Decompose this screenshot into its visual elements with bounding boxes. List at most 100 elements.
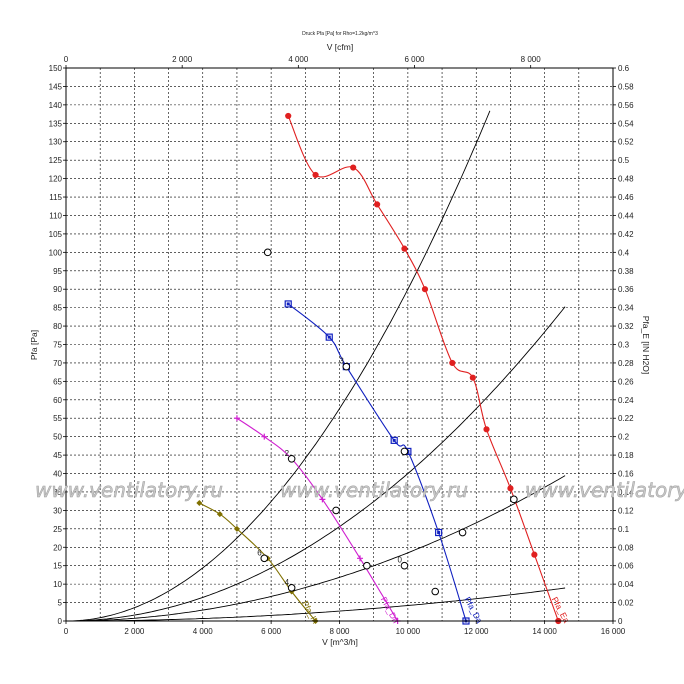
watermark-text: www.ventilatory.ru — [35, 478, 223, 502]
axes: 0510152025303540455055606570758085909510… — [49, 55, 634, 636]
y-tick-label: 5 — [58, 599, 63, 608]
data-point-marker — [261, 433, 268, 440]
y2-tick-label: 0.36 — [618, 285, 634, 294]
y2-tick-label: 0.24 — [618, 396, 634, 405]
y-tick-label: 120 — [49, 175, 63, 184]
x-tick-label: 12 000 — [464, 627, 489, 636]
x-tick-label: 14 000 — [532, 627, 557, 636]
system-curve — [66, 110, 491, 622]
data-point-marker — [325, 333, 333, 341]
operating-point — [458, 528, 467, 537]
data-point-marker — [390, 436, 398, 444]
operating-point — [431, 587, 440, 596]
series-line-Pfa_Ih — [199, 502, 317, 622]
watermark: www.ventilatory.ru www.ventilatory.ru www.… — [35, 478, 684, 503]
y2-tick-label: 0.52 — [618, 138, 634, 147]
operating-point — [332, 506, 340, 515]
y-tick-label: 40 — [53, 470, 62, 479]
data-point-marker-inner — [286, 302, 290, 306]
y2-tick-label: 0.38 — [618, 267, 634, 276]
operating-point — [263, 248, 272, 257]
x2-tick-label: 4 000 — [288, 55, 309, 64]
data-point-marker — [435, 528, 443, 537]
x-tick-label: 4 000 — [193, 627, 214, 636]
y2-tick-label: 0.16 — [618, 470, 634, 479]
series-line-Pfa_Da — [287, 303, 467, 622]
y2-tick-label: 0.46 — [618, 193, 634, 202]
y2-tick-label: 0.04 — [618, 580, 634, 589]
y2-tick-label: 0.18 — [618, 451, 634, 460]
data-point-marker — [312, 171, 319, 179]
y-tick-label: 10 — [53, 580, 62, 589]
data-point-marker — [319, 496, 326, 503]
data-point-marker — [507, 485, 514, 492]
data-point-marker — [531, 551, 538, 558]
y-tick-label: 25 — [53, 525, 62, 534]
y2-tick-label: 0.56 — [618, 101, 634, 110]
operating-point-label: 4 — [285, 578, 290, 587]
data-point-marker — [449, 359, 456, 367]
y-tick-label: 60 — [53, 396, 62, 405]
y2-tick-label: 0.48 — [618, 175, 634, 184]
y-tick-label: 75 — [53, 341, 62, 350]
y-tick-label: 90 — [53, 285, 62, 294]
y2-tick-label: 0.22 — [618, 414, 634, 423]
operating-point — [287, 454, 296, 463]
x2-tick-label: 8 000 — [521, 55, 542, 64]
x2-tick-label: 6 000 — [404, 55, 425, 64]
data-point-marker — [350, 164, 357, 171]
y2-tick-label: 0.2 — [618, 433, 630, 442]
y-tick-label: 50 — [53, 433, 62, 442]
watermark-text: www.ventilatory.ru — [525, 478, 684, 502]
data-point-marker — [401, 245, 408, 252]
data-point-marker — [284, 300, 292, 308]
data-point-marker — [216, 511, 223, 518]
x-tick-label: 8 000 — [329, 627, 350, 636]
x-tick-label: 6 000 — [261, 627, 282, 636]
y-tick-label: 105 — [49, 230, 63, 239]
y-tick-label: 70 — [53, 359, 62, 368]
operating-point-label: 0 — [397, 556, 402, 565]
operating-point — [400, 447, 409, 456]
y-tick-label: 140 — [49, 101, 63, 110]
operating-points: 3 2 0 6 4 — [257, 248, 518, 596]
y-tick-label: 110 — [49, 211, 62, 220]
y-tick-label: 0 — [58, 617, 63, 626]
y2-tick-label: 0.08 — [618, 543, 634, 552]
y-tick-label: 135 — [49, 119, 63, 128]
y-tick-label: 115 — [49, 193, 62, 202]
y2-tick-label: 0.12 — [618, 506, 634, 515]
x2-tick-label: 2 000 — [172, 55, 193, 64]
y2-tick-label: 0.5 — [618, 156, 630, 165]
y-tick-label: 100 — [49, 248, 63, 257]
y-tick-label: 20 — [53, 543, 62, 552]
y-tick-label: 15 — [53, 562, 62, 571]
y2-tick-label: 0.3 — [618, 341, 630, 350]
series-line-Pfa_Ea — [287, 115, 559, 622]
watermark-text: www.ventilatory.ru — [280, 478, 468, 502]
y2-tick-label: 0.06 — [618, 562, 634, 571]
x-tick-label: 2 000 — [124, 627, 145, 636]
y2-tick-label: 0.02 — [618, 599, 634, 608]
y-tick-label: 30 — [53, 506, 62, 515]
y2-tick-label: 0.28 — [618, 359, 634, 368]
x-tick-label: 16 000 — [601, 627, 626, 636]
y2-tick-label: 0.44 — [618, 211, 634, 220]
y-tick-label: 125 — [49, 156, 63, 165]
operating-point — [342, 362, 351, 371]
y-tick-label: 55 — [53, 414, 62, 423]
x2-tick-label: 0 — [64, 55, 69, 64]
y2-tick-label: 0.42 — [618, 230, 634, 239]
operating-point — [260, 554, 269, 563]
system-curve — [66, 306, 566, 622]
operating-point — [400, 561, 409, 570]
data-point-marker-inner — [392, 438, 396, 442]
data-point-marker — [233, 525, 240, 532]
operating-point — [363, 561, 371, 570]
data-point-marker — [421, 286, 429, 293]
y-tick-label: 145 — [49, 82, 63, 91]
y2-tick-label: 0.34 — [618, 304, 634, 313]
data-point-marker-inner — [327, 335, 331, 339]
